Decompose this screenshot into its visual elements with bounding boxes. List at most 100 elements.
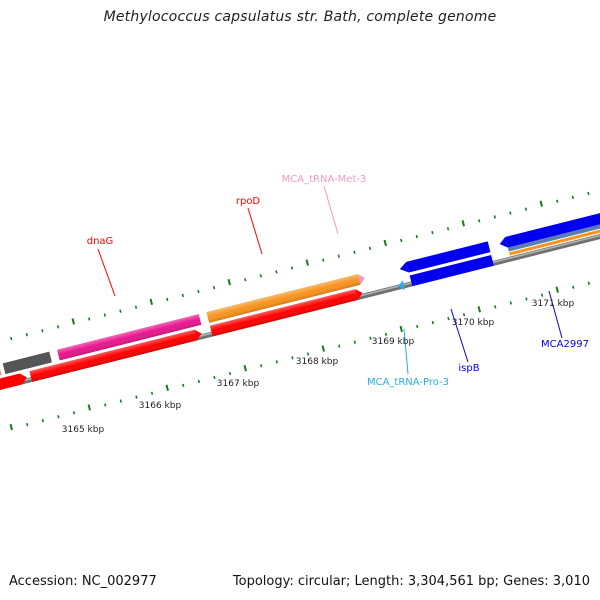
minor-tick bbox=[338, 344, 341, 348]
label-dnaG: dnaG bbox=[87, 236, 114, 247]
kbp-label: 3171 kbp bbox=[532, 299, 575, 309]
minor-tick bbox=[10, 336, 13, 341]
major-tick bbox=[477, 306, 481, 313]
minor-tick bbox=[104, 403, 107, 407]
label-tRNA-Met: MCA_tRNA-Met-3 bbox=[282, 174, 367, 185]
kbp-label: 3166 kbp bbox=[139, 401, 182, 411]
minor-tick bbox=[447, 316, 450, 321]
minor-tick bbox=[587, 281, 590, 285]
major-tick bbox=[87, 404, 91, 411]
minor-tick bbox=[275, 360, 278, 364]
major-tick bbox=[71, 318, 75, 325]
minor-tick bbox=[259, 274, 262, 278]
kbp-labels: 3165 kbp 3166 kbp 3167 kbp 3168 kbp 3169 kbp… bbox=[62, 299, 575, 435]
minor-tick bbox=[181, 293, 184, 298]
minor-tick bbox=[306, 352, 310, 356]
minor-tick bbox=[587, 191, 590, 196]
minor-tick bbox=[119, 399, 122, 403]
major-tick bbox=[321, 345, 325, 352]
minor-tick bbox=[182, 383, 185, 388]
minor-tick bbox=[56, 325, 60, 329]
kbp-label: 3168 kbp bbox=[296, 357, 339, 367]
minor-tick bbox=[431, 230, 434, 235]
minor-tick bbox=[431, 320, 434, 325]
gene-steel bbox=[507, 218, 600, 252]
minor-tick bbox=[260, 364, 263, 368]
minor-tick bbox=[572, 285, 575, 289]
minor-tick bbox=[493, 215, 496, 219]
major-tick bbox=[227, 279, 231, 286]
minor-tick bbox=[26, 422, 29, 427]
minor-tick bbox=[400, 238, 403, 243]
outer-tick-track bbox=[10, 191, 590, 341]
gene-orange-lower bbox=[509, 223, 600, 256]
major-tick bbox=[539, 200, 543, 207]
minor-tick bbox=[353, 250, 356, 254]
minor-tick bbox=[197, 289, 200, 294]
minor-tick bbox=[25, 333, 28, 337]
kbp-label: 3167 kbp bbox=[217, 379, 260, 389]
minor-tick bbox=[103, 313, 106, 317]
gene-blue-upper-left bbox=[406, 241, 491, 273]
major-tick bbox=[399, 325, 403, 333]
minor-tick bbox=[72, 411, 76, 415]
kbp-label: 3165 kbp bbox=[62, 425, 105, 435]
minor-tick bbox=[213, 375, 216, 380]
kbp-label: 3170 kbp bbox=[452, 318, 495, 328]
minor-tick bbox=[244, 278, 247, 282]
minor-tick bbox=[556, 199, 559, 203]
minor-tick bbox=[290, 266, 294, 270]
label-ispB: ispB bbox=[458, 363, 479, 374]
minor-tick bbox=[197, 379, 200, 384]
minor-tick bbox=[416, 324, 419, 329]
label-MCA2997: MCA2997 bbox=[541, 339, 589, 350]
major-tick bbox=[165, 384, 169, 391]
minor-tick bbox=[337, 254, 340, 258]
minor-tick bbox=[166, 297, 169, 302]
gene-tRNA-Met bbox=[357, 274, 365, 285]
minor-tick bbox=[478, 219, 481, 223]
accession-label: Accession: NC_002977 bbox=[9, 574, 157, 589]
label-rpoD: rpoD bbox=[236, 196, 261, 207]
major-tick bbox=[555, 286, 559, 293]
kbp-label: 3169 kbp bbox=[372, 337, 415, 347]
map-title: Methylococcus capsulatus str. Bath, comp… bbox=[103, 9, 497, 25]
minor-tick bbox=[322, 258, 325, 262]
red-gene-2 bbox=[0, 373, 23, 394]
minor-tick bbox=[212, 285, 216, 290]
gene-tRNA-Pro bbox=[398, 280, 406, 291]
minor-tick bbox=[571, 195, 574, 199]
major-tick bbox=[305, 259, 309, 266]
minor-tick bbox=[462, 313, 466, 317]
major-tick bbox=[383, 239, 387, 247]
minor-tick bbox=[540, 293, 544, 297]
minor-tick bbox=[88, 317, 91, 321]
summary-label: Topology: circular; Length: 3,304,561 bp… bbox=[232, 574, 590, 589]
minor-tick bbox=[368, 246, 372, 250]
minor-tick bbox=[384, 332, 388, 336]
minor-tick bbox=[509, 301, 512, 305]
minor-tick bbox=[150, 391, 154, 395]
minor-tick bbox=[134, 305, 138, 309]
label-tRNA-Pro: MCA_tRNA-Pro-3 bbox=[367, 377, 449, 388]
minor-tick bbox=[291, 356, 294, 360]
minor-tick bbox=[275, 270, 278, 274]
minor-tick bbox=[119, 309, 122, 313]
minor-tick bbox=[415, 234, 418, 239]
minor-tick bbox=[41, 329, 44, 333]
gene-MCA-blue-upper bbox=[505, 208, 600, 248]
inner-tick-track bbox=[9, 281, 590, 431]
major-tick bbox=[9, 423, 13, 431]
minor-tick bbox=[446, 227, 450, 231]
minor-tick bbox=[494, 305, 497, 309]
minor-tick bbox=[525, 297, 528, 301]
major-tick bbox=[461, 220, 465, 227]
gray-gene-upper bbox=[2, 351, 52, 375]
minor-tick bbox=[57, 415, 60, 419]
label-leaders bbox=[97, 185, 563, 375]
minor-tick bbox=[135, 395, 138, 399]
minor-tick bbox=[369, 336, 372, 340]
major-tick bbox=[243, 365, 247, 372]
